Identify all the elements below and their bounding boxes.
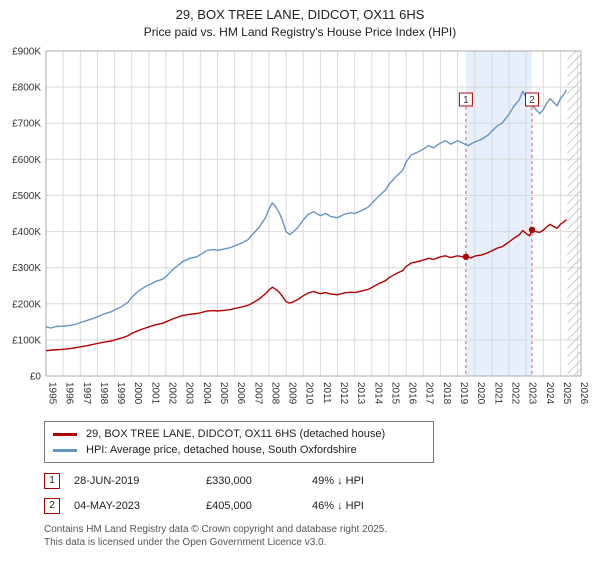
sale-number-badge-1: 1 [44,473,60,489]
legend-swatch-property [53,432,77,436]
svg-text:£400K: £400K [12,227,41,238]
chart-title: 29, BOX TREE LANE, DIDCOT, OX11 6HS [175,7,425,22]
svg-text:2004: 2004 [201,382,212,405]
svg-text:2014: 2014 [372,382,383,405]
svg-text:1999: 1999 [115,382,126,405]
svg-text:2013: 2013 [355,382,366,405]
svg-text:1995: 1995 [47,382,58,405]
chart-page: 29, BOX TREE LANE, DIDCOT, OX11 6HS Pric… [0,7,600,549]
price-chart-svg: £0 £100K £200K £300K £400K £500K £600K £700K £80… [12,47,589,405]
legend-item-property: 29, BOX TREE LANE, DIDCOT, OX11 6HS (det… [53,426,425,442]
svg-text:2021: 2021 [492,382,503,405]
svg-text:2017: 2017 [424,382,435,405]
sales-table: 1 28-JUN-2019 £330,000 49% ↓ HPI 2 04-MA… [44,473,600,514]
legend-swatch-hpi [53,448,77,452]
sale-row-1: 1 28-JUN-2019 £330,000 49% ↓ HPI [44,473,600,489]
svg-text:£900K: £900K [12,47,41,58]
svg-text:2024: 2024 [544,382,555,405]
svg-text:2010: 2010 [304,382,315,405]
sale-price-1: £330,000 [206,475,252,487]
svg-text:£200K: £200K [12,299,41,310]
svg-text:1997: 1997 [81,382,92,405]
svg-text:2000: 2000 [132,382,143,405]
sale-hpi-delta-1: 49% ↓ HPI [312,475,364,487]
svg-text:2008: 2008 [269,382,280,405]
attribution-line-1: Contains HM Land Registry data © Crown c… [44,524,388,535]
svg-text:2025: 2025 [561,382,572,405]
attribution-line-2: This data is licensed under the Open Gov… [44,537,327,548]
svg-text:2: 2 [529,95,535,106]
sale-row-2: 2 04-MAY-2023 £405,000 46% ↓ HPI [44,498,600,514]
svg-text:£100K: £100K [12,335,41,346]
svg-text:2011: 2011 [321,382,332,404]
svg-text:2005: 2005 [218,382,229,405]
svg-text:2007: 2007 [252,382,263,405]
sale-number-badge-2: 2 [44,498,60,514]
svg-text:2019: 2019 [458,382,469,405]
svg-text:£600K: £600K [12,155,41,166]
svg-text:2015: 2015 [389,382,400,405]
legend-label-hpi: HPI: Average price, detached house, Sout… [86,444,357,456]
sale-date-2: 04-MAY-2023 [74,500,141,512]
svg-text:2016: 2016 [407,382,418,405]
sale-price-2: £405,000 [206,500,252,512]
svg-text:2009: 2009 [287,382,298,405]
svg-text:2020: 2020 [475,382,486,405]
svg-text:£500K: £500K [12,191,41,202]
svg-text:£800K: £800K [12,83,41,94]
svg-text:1: 1 [463,95,469,106]
svg-text:1996: 1996 [64,382,75,405]
svg-text:2006: 2006 [235,382,246,405]
svg-text:£300K: £300K [12,263,41,274]
svg-text:2012: 2012 [338,382,349,405]
chart-subtitle: Price paid vs. HM Land Registry's House … [143,25,457,39]
svg-text:2022: 2022 [510,382,521,405]
legend-label-property: 29, BOX TREE LANE, DIDCOT, OX11 6HS (det… [86,428,386,440]
svg-text:£0: £0 [30,372,42,383]
svg-text:£700K: £700K [12,119,41,130]
attribution-footer: Contains HM Land Registry data © Crown c… [44,523,600,549]
sale-date-1: 28-JUN-2019 [74,475,140,487]
svg-text:2018: 2018 [441,382,452,405]
sale-hpi-delta-2: 46% ↓ HPI [312,500,364,512]
legend-item-hpi: HPI: Average price, detached house, Sout… [53,442,425,458]
svg-text:2023: 2023 [527,382,538,405]
chart-legend: 29, BOX TREE LANE, DIDCOT, OX11 6HS (det… [44,421,434,463]
svg-text:2002: 2002 [167,382,178,405]
svg-text:2026: 2026 [578,382,589,405]
svg-text:2003: 2003 [184,382,195,405]
svg-text:2001: 2001 [149,382,160,405]
svg-text:1998: 1998 [98,382,109,405]
